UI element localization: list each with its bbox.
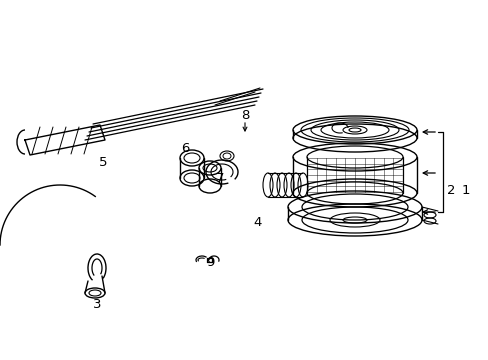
Text: 2: 2: [446, 184, 454, 197]
Text: 8: 8: [240, 108, 249, 122]
Text: 9: 9: [205, 256, 214, 270]
Text: 7: 7: [215, 171, 224, 185]
Text: 1: 1: [461, 184, 469, 197]
Text: 4: 4: [253, 216, 262, 229]
Text: 6: 6: [181, 141, 189, 154]
Text: 3: 3: [93, 298, 101, 311]
Text: 5: 5: [99, 156, 107, 168]
